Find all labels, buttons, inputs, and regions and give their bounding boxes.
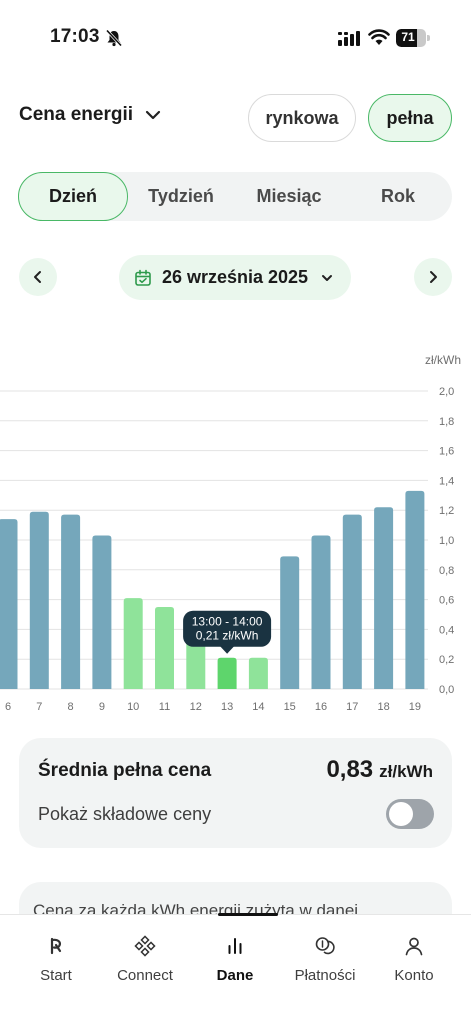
x-tick-label: 6 [5,701,11,713]
average-price-unit: zł/kWh [379,762,433,781]
date-picker-button[interactable]: 26 września 2025 [119,255,351,300]
price-type-dropdown[interactable]: Cena energii [19,104,163,126]
average-price-card: Średnia pełna cena 0,83 zł/kWh Pokaż skł… [19,738,452,848]
price-bar-hour-18[interactable] [374,507,394,689]
tab-week[interactable]: Tydzień [148,186,214,206]
tab-start[interactable]: Start [9,915,103,995]
x-tick-label: 15 [284,701,296,713]
home-indicator [218,913,278,916]
y-tick-label: 1,8 [439,416,454,428]
y-tick-label: 0,0 [439,684,454,696]
tooltip-value: 0,21 zł/kWh [196,629,259,643]
wifi-icon [368,29,390,45]
price-components-toggle[interactable] [386,799,434,829]
price-bar-chart[interactable]: zł/kWh 0,0 0,2 0,4 0,6 0,8 1,0 1,2 1,4 1,6 1,8 2,0… [0,340,471,720]
chart-bars-icon [228,938,242,954]
tab-month[interactable]: Miesiąc [256,186,322,206]
chevron-down-icon [145,110,161,120]
chevron-right-icon [430,271,437,283]
full-price-button[interactable]: pełna [368,94,452,142]
coins-icon [315,937,335,955]
x-tick-label: 14 [252,701,264,713]
price-bar-hour-8[interactable] [61,514,81,689]
y-axis-unit: zł/kWh [425,353,461,367]
price-bar-hour-12[interactable] [186,636,206,689]
x-tick-label: 18 [377,701,389,713]
price-bar-hour-14[interactable] [248,657,268,689]
tab-day[interactable]: Dzień [18,172,128,221]
price-bar-hour-13[interactable] [217,657,237,689]
tab-account-label: Konto [394,967,434,984]
person-icon [405,937,423,956]
x-tick-label: 9 [99,701,105,713]
page-title: Cena energii [19,104,134,125]
x-tick-label: 13 [221,701,233,713]
y-tick-label: 0,2 [439,654,454,666]
tab-account[interactable]: Konto [367,915,461,995]
price-bar-hour-6[interactable] [0,519,18,689]
price-bar-hour-11[interactable] [155,607,174,689]
start-icon [50,937,62,955]
x-tick-label: 12 [190,701,202,713]
chevron-left-icon [34,271,41,283]
tab-dane-label: Dane [216,967,254,984]
x-tick-label: 7 [36,701,42,713]
y-tick-label: 0,8 [439,565,454,577]
price-bar-hour-16[interactable] [311,535,331,689]
average-price-value: 0,83 zł/kWh [326,756,433,784]
x-tick-label: 10 [127,701,139,713]
x-tick-label: 11 [159,701,170,713]
y-tick-label: 1,4 [439,475,454,487]
toggle-knob [389,802,413,826]
y-tick-label: 1,0 [439,535,454,547]
x-tick-label: 17 [346,701,358,713]
status-time: 17:03 [50,26,100,47]
selected-date: 26 września 2025 [161,267,309,287]
cellular-signal-icon [338,31,360,46]
chevron-down-icon [322,274,333,281]
y-tick-label: 0,6 [439,595,454,607]
y-tick-label: 0,4 [439,624,454,636]
battery-icon: 71 [396,29,430,47]
tab-connect-label: Connect [117,967,173,984]
connect-icon [134,935,156,957]
bottom-tab-bar: Start Connect Dane Płatności Konto [0,914,471,1024]
y-tick-label: 2,0 [439,386,454,398]
tab-payments-label: Płatności [294,967,356,984]
market-price-button[interactable]: rynkowa [248,94,356,142]
previous-day-button[interactable] [19,258,57,296]
price-bar-hour-19[interactable] [405,490,425,689]
period-selector: Dzień Tydzień Miesiąc Rok [18,172,452,221]
y-tick-label: 1,2 [439,505,454,517]
price-bar-hour-10[interactable] [123,598,143,689]
tab-year[interactable]: Rok [380,186,415,206]
price-bar-hour-7[interactable] [29,511,49,689]
tab-start-label: Start [40,967,72,984]
x-tick-label: 19 [409,701,421,713]
x-tick-label: 16 [315,701,327,713]
bell-muted-icon [105,29,123,47]
tab-dane[interactable]: Dane [188,915,282,995]
status-bar: 17:03 71 [0,0,471,70]
tab-payments[interactable]: Płatności [278,915,372,995]
price-components-label: Pokaż składowe ceny [38,804,212,824]
price-bar-hour-17[interactable] [342,514,362,689]
x-tick-label: 8 [68,701,74,713]
y-tick-label: 1,6 [439,446,454,458]
battery-level: 71 [401,30,415,44]
tooltip-time: 13:00 - 14:00 [192,615,263,629]
average-price-label: Średnia pełna cena [38,760,212,781]
price-bar-hour-15[interactable] [280,556,300,689]
price-tooltip: 13:00 - 14:00 0,21 zł/kWh [183,610,272,654]
header: Cena energii rynkowa pełna [0,94,471,142]
calendar-icon [135,269,151,286]
tab-connect[interactable]: Connect [98,915,192,995]
next-day-button[interactable] [414,258,452,296]
average-price-number: 0,83 [326,756,374,783]
price-bar-hour-9[interactable] [92,535,112,689]
